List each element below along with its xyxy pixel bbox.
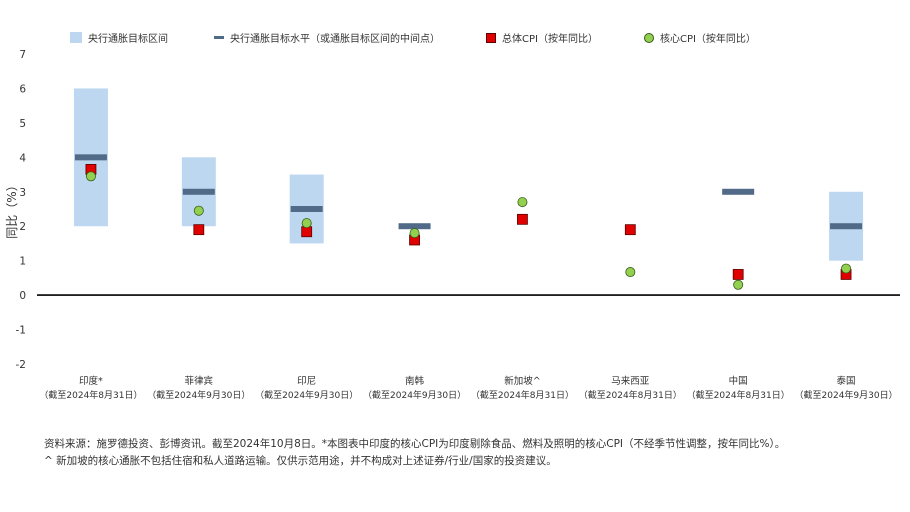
headline-cpi-marker xyxy=(624,224,636,236)
legend-band-label: 央行通胀目标区间 xyxy=(88,34,168,45)
legend-core-label: 核心CPI（按年同比） xyxy=(659,34,756,45)
legend-midpoint-label: 央行通胀目标水平（或通胀目标区间的中间点） xyxy=(230,34,440,45)
core-cpi-marker xyxy=(841,263,852,274)
x-tick-date: （截至2024年8月31日） xyxy=(39,389,142,401)
core-cpi-marker xyxy=(301,218,312,229)
y-tick-label: 5 xyxy=(19,118,26,130)
x-tick-date: （截至2024年9月30日） xyxy=(795,389,898,401)
x-tick-label: 南韩 xyxy=(405,375,425,387)
y-tick-label: 7 xyxy=(19,49,26,61)
target-marker xyxy=(398,223,431,230)
x-tick-date: （截至2024年8月31日） xyxy=(687,389,790,401)
legend-headline-swatch xyxy=(486,32,496,43)
x-tick-date: （截至2024年8月31日） xyxy=(579,389,682,401)
legend-item-headline: 总体CPI（按年同比） xyxy=(486,30,598,45)
headline-cpi-marker xyxy=(301,226,313,238)
target-marker xyxy=(830,223,863,230)
core-cpi-marker xyxy=(85,171,96,182)
y-axis-label: 同比（%） xyxy=(5,179,19,238)
x-tick-label: 泰国 xyxy=(837,375,856,387)
legend-core-swatch xyxy=(643,32,654,43)
legend-headline-label: 总体CPI（按年同比） xyxy=(502,34,598,45)
x-tick-date: （截至2024年9月30日） xyxy=(255,389,358,401)
headline-cpi-marker xyxy=(732,269,744,280)
target-marker xyxy=(290,206,323,212)
y-tick-label: -2 xyxy=(16,359,26,371)
x-tick-date: （截至2024年9月30日） xyxy=(147,389,250,401)
y-tick-label: 3 xyxy=(19,187,26,199)
x-tick-label: 新加坡^ xyxy=(504,375,540,387)
x-tick-label: 印尼 xyxy=(297,375,316,387)
x-tick-date: （截至2024年8月31日） xyxy=(471,389,574,401)
target-marker xyxy=(722,188,755,195)
target-marker xyxy=(74,154,107,161)
y-tick-label: 1 xyxy=(19,256,26,268)
legend-band-swatch xyxy=(70,32,82,43)
legend: 央行通胀目标区间 央行通胀目标水平（或通胀目标区间的中间点） 总体CPI（按年同… xyxy=(70,30,802,45)
x-tick-date: （截至2024年9月30日） xyxy=(363,389,466,401)
y-tick-label: 2 xyxy=(19,221,26,233)
target-marker xyxy=(182,188,215,195)
headline-cpi-marker xyxy=(193,224,205,236)
x-tick-label: 马来西亚 xyxy=(611,376,650,387)
legend-item-midpoint: 央行通胀目标水平（或通胀目标区间的中间点） xyxy=(214,30,440,45)
core-cpi-marker xyxy=(517,197,528,208)
y-tick-label: 6 xyxy=(19,83,26,95)
core-cpi-marker xyxy=(409,228,420,239)
source-line-2: ^ 新加坡的核心通胀不包括住宿和私人道路运输。仅供示范用途，并不构成对上述证券/… xyxy=(44,455,557,467)
legend-item-band: 央行通胀目标区间 xyxy=(70,30,168,45)
x-tick-label: 菲律宾 xyxy=(185,375,214,387)
x-tick-label: 中国 xyxy=(729,375,748,387)
core-cpi-marker xyxy=(733,279,744,290)
legend-item-core: 核心CPI（按年同比） xyxy=(643,30,756,45)
legend-midpoint-swatch xyxy=(214,36,224,39)
core-cpi-marker xyxy=(193,205,204,216)
headline-cpi-marker xyxy=(517,213,528,225)
x-tick-label: 印度* xyxy=(79,375,103,387)
y-tick-label: 0 xyxy=(19,290,26,302)
source-note: 资料来源：施罗德投资、彭博资讯。截至2024年10月8日。*本图表中印度的核心C… xyxy=(44,436,785,470)
source-line-1: 资料来源：施罗德投资、彭博资讯。截至2024年10月8日。*本图表中印度的核心C… xyxy=(44,438,786,450)
core-cpi-marker xyxy=(625,267,636,278)
y-tick-label: -1 xyxy=(16,325,26,337)
y-tick-label: 4 xyxy=(19,152,26,164)
